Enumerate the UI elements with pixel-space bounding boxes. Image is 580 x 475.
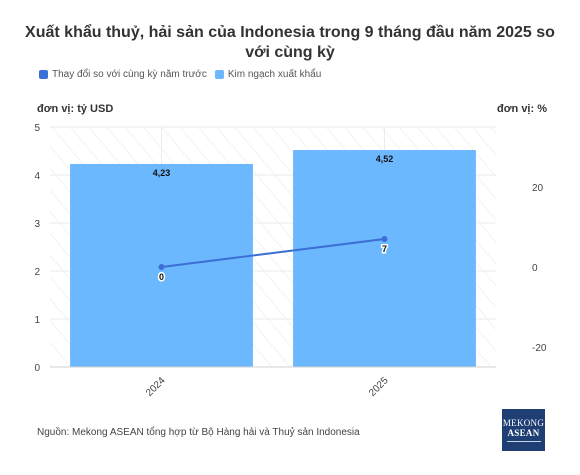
logo-line2: ASEAN [507,428,540,438]
source-note: Nguồn: Mekong ASEAN tổng hợp từ Bộ Hàng … [37,427,360,438]
legend-item-export[interactable]: Kim ngạch xuất khẩu [214,69,322,80]
mekong-asean-logo: MEKONG ASEAN [502,409,545,451]
x-tick-label: 2025 [367,375,391,399]
y-left-tick-label: 1 [34,315,40,326]
x-tick-label: 2024 [144,375,168,399]
legend-swatch-change [39,70,48,79]
bar-value-label: 4,23 [153,168,171,178]
y-left-tick-label: 2 [34,267,40,278]
bar-value-label: 4,52 [376,154,394,164]
y-right-tick-label: 20 [532,183,544,194]
y-left-tick-label: 5 [34,123,40,134]
legend-item-change[interactable]: Thay đổi so với cùng kỳ năm trước [39,69,207,80]
legend-swatch-export [214,70,224,79]
left-axis-unit: đơn vị: tỷ USD [37,103,114,115]
line-point-2025 [381,236,388,242]
bar-2025 [293,150,476,367]
line-point-2024 [158,264,165,270]
line-value-label: 0 [159,272,164,282]
y-left-tick-label: 0 [34,363,40,374]
legend-label-export: Kim ngạch xuất khẩu [227,69,322,80]
y-left-tick-label: 3 [34,219,40,230]
logo-rule [506,441,541,442]
line-value-label: 7 [382,244,387,254]
line-series-change [161,238,385,268]
right-axis-unit: đơn vị: % [497,103,547,115]
chart-title: Xuất khẩu thuỷ, hải sản của Indonesia tr… [25,24,555,61]
y-right-tick-label: 0 [532,263,538,274]
y-right-tick-label: -20 [532,343,547,354]
y-left-tick-label: 4 [34,171,40,182]
logo-line1: MEKONG [502,418,545,428]
legend: Thay đổi so với cùng kỳ năm trước Kim ng… [39,69,329,80]
legend-label-change: Thay đổi so với cùng kỳ năm trước [52,69,207,80]
